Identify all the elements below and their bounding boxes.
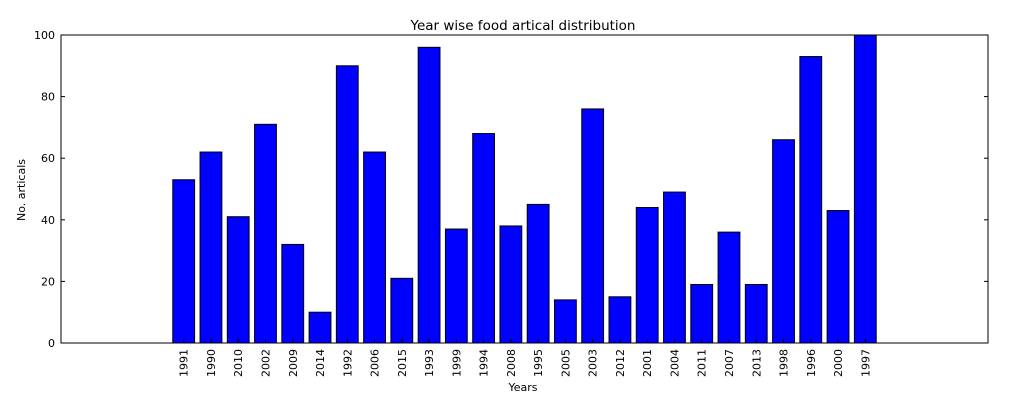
bar-2001: [635, 206, 659, 344]
x-tick-label: 2001: [641, 349, 654, 377]
bar-2012: [608, 296, 632, 344]
x-tick-label: 2011: [696, 349, 709, 377]
y-tick-label: 60: [41, 152, 55, 165]
x-tick-label: 2007: [723, 349, 736, 377]
x-tick-label: 2002: [259, 349, 272, 377]
x-tick-label: 2003: [587, 349, 600, 377]
y-tick-label: 0: [48, 337, 55, 350]
y-axis-label: No. articals: [15, 159, 28, 221]
y-tick-label: 80: [41, 91, 55, 104]
bar-2000: [826, 210, 850, 344]
x-tick-label: 2015: [396, 349, 409, 377]
y-tick-label: 20: [41, 275, 55, 288]
chart-title: Year wise food artical distribution: [410, 18, 636, 34]
y-tick-label: 40: [41, 214, 55, 227]
bar-1999: [444, 228, 468, 344]
bar-2003: [581, 108, 605, 344]
x-tick-label: 1995: [532, 349, 545, 377]
bar-1991: [172, 179, 196, 344]
bar-2011: [690, 283, 714, 344]
x-tick-label: 2000: [832, 349, 845, 377]
x-tick-label: 1994: [478, 349, 491, 377]
x-tick-label: 2006: [369, 349, 382, 377]
bar-1997: [853, 34, 877, 344]
x-axis-label: Years: [507, 381, 537, 394]
x-tick-label: 2013: [750, 349, 763, 377]
x-tick-label: 2008: [505, 349, 518, 377]
bar-1994: [472, 133, 496, 344]
bar-2006: [363, 151, 386, 344]
x-axis-ticks: 1991 1990 2010 2002 2009 2014 1992 2006 2015 1993…: [178, 339, 872, 377]
bar-2013: [744, 283, 768, 344]
x-tick-label: 1998: [778, 349, 791, 377]
x-tick-label: 2014: [314, 349, 327, 377]
x-tick-label: 2012: [614, 349, 627, 377]
x-tick-label: 2009: [287, 349, 300, 377]
bar-1995: [526, 203, 550, 344]
x-tick-label: 1991: [178, 349, 191, 377]
x-tick-label: 1996: [805, 349, 818, 377]
bar-1998: [772, 139, 795, 344]
x-tick-label: 2010: [232, 349, 245, 377]
bar-1993: [417, 46, 441, 344]
bars-group: [172, 34, 877, 344]
bar-2004: [663, 191, 686, 344]
bar-2007: [717, 231, 741, 344]
x-tick-label: 1997: [859, 349, 872, 377]
bar-1992: [335, 65, 359, 344]
bar-2014: [308, 311, 332, 344]
bar-2009: [281, 243, 305, 344]
bar-1996: [799, 56, 823, 344]
bar-2005: [553, 299, 577, 344]
x-tick-label: 1999: [450, 349, 463, 377]
x-tick-label: 2005: [559, 349, 572, 377]
bar-1990: [199, 151, 223, 344]
x-tick-label: 1993: [423, 349, 436, 377]
x-tick-label: 2004: [668, 349, 681, 377]
y-tick-label: 100: [34, 29, 55, 42]
bar-2015: [390, 277, 414, 344]
y-axis-ticks: 0 20 40 60 80 100: [34, 29, 988, 350]
bar-2010: [226, 216, 250, 344]
bar-2002: [254, 123, 277, 344]
x-tick-label: 1992: [341, 349, 354, 377]
bar-2008: [499, 225, 523, 344]
plot-frame: [60, 34, 989, 344]
x-tick-label: 1990: [205, 349, 218, 377]
